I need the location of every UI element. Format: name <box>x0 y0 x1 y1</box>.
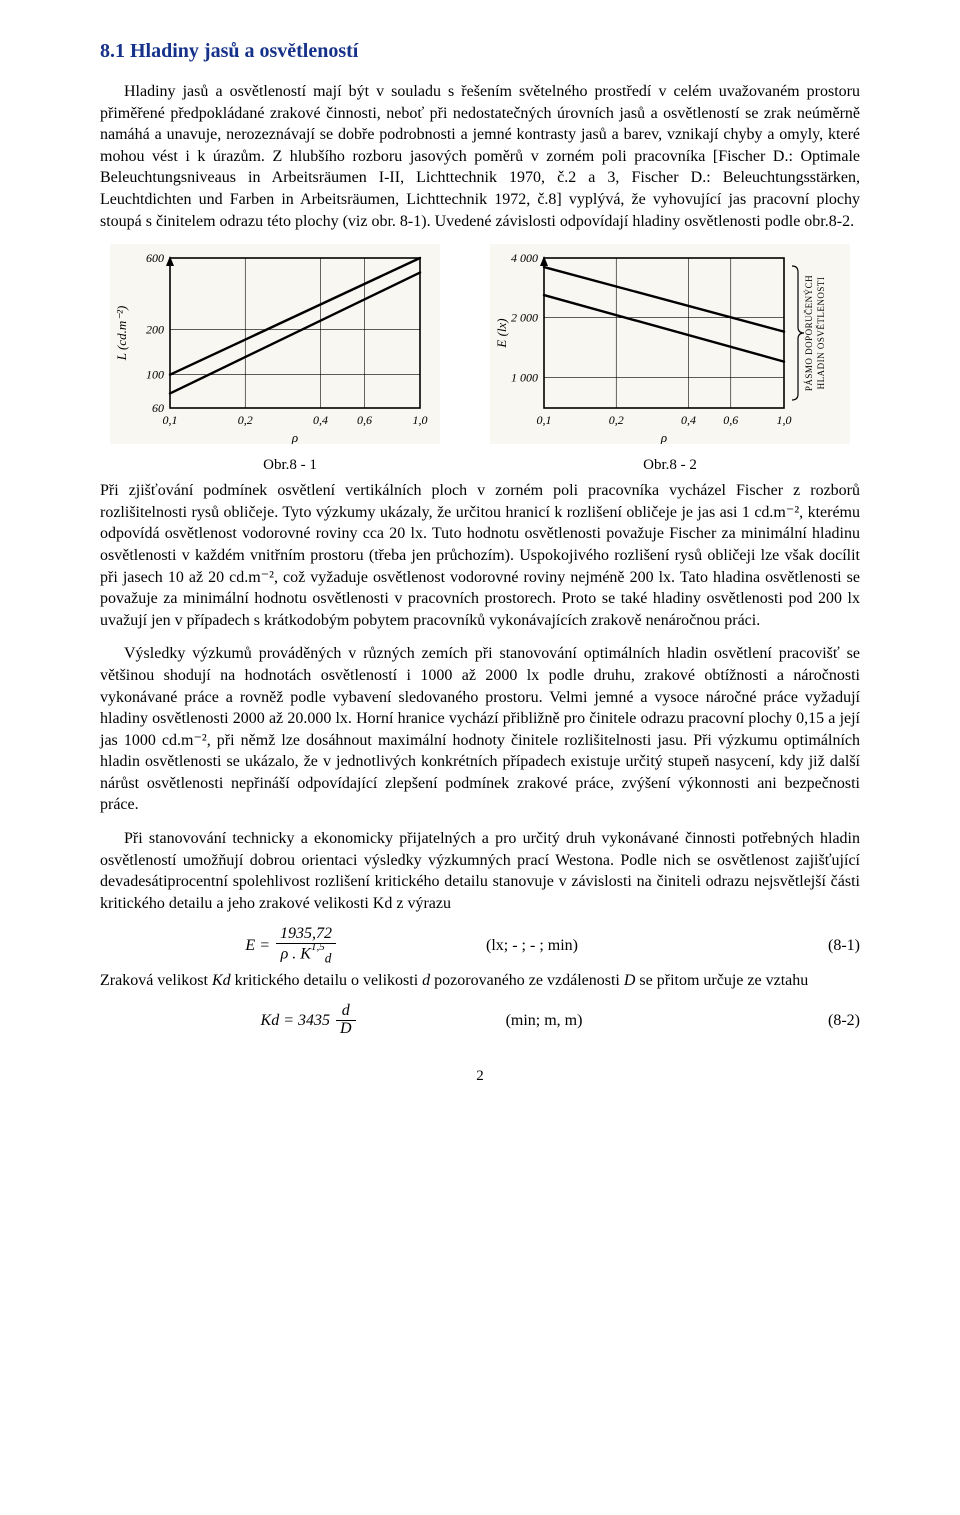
figure-1: 0,1 0,2 0,4 0,6 1,0 60 100 200 600 L (cd.m⁻²) ρ <box>110 244 440 449</box>
eq1-rhs: 1935,72 ρ . K1,5d <box>276 926 336 965</box>
svg-text:0,2: 0,2 <box>609 413 624 427</box>
eq2-number: (8-2) <box>800 1012 860 1030</box>
eq2-denominator: D <box>336 1021 356 1038</box>
section-title: 8.1 Hladiny jasů a osvětleností <box>100 40 860 63</box>
p5-c: kritického detailu o velikosti <box>231 972 423 989</box>
paragraph-2: Při zjišťování podmínek osvětlení vertik… <box>100 480 860 631</box>
eq1-denominator: ρ . K1,5d <box>276 944 336 966</box>
chart-2-svg: 0,1 0,2 0,4 0,6 1,0 1 000 2 000 4 000 E (lx) ρ PÁS… <box>490 244 850 444</box>
eq2-rhs: d D <box>336 1003 356 1038</box>
p5-d: d <box>422 972 430 989</box>
eq2-lhs: Kd = 3435 <box>100 1012 336 1030</box>
svg-text:600: 600 <box>146 251 164 265</box>
p5-g: se přitom určuje ze vztahu <box>635 972 808 989</box>
figure-2: 0,1 0,2 0,4 0,6 1,0 1 000 2 000 4 000 E (lx) ρ PÁS… <box>490 244 850 449</box>
equation-8-1: E = 1935,72 ρ . K1,5d (lx; - ; - ; min) … <box>100 926 860 965</box>
svg-text:L (cd.m⁻²): L (cd.m⁻²) <box>114 306 129 362</box>
eq1-den-base: ρ . K <box>281 946 311 963</box>
svg-text:0,1: 0,1 <box>163 413 178 427</box>
figure-captions: Obr.8 - 1 Obr.8 - 2 <box>100 457 860 474</box>
svg-text:0,4: 0,4 <box>681 413 696 427</box>
figures-row: 0,1 0,2 0,4 0,6 1,0 60 100 200 600 L (cd.m⁻²) ρ 0,… <box>100 244 860 449</box>
p5-a: Zraková velikost <box>100 972 212 989</box>
figure-2-caption: Obr.8 - 2 <box>480 457 860 474</box>
chart-1-svg: 0,1 0,2 0,4 0,6 1,0 60 100 200 600 L (cd.m⁻²) ρ <box>110 244 440 444</box>
eq2-units: (min; m, m) <box>356 1012 800 1030</box>
svg-text:1 000: 1 000 <box>511 370 538 384</box>
eq1-units: (lx; - ; - ; min) <box>336 937 800 955</box>
svg-text:200: 200 <box>146 323 164 337</box>
svg-text:E (lx): E (lx) <box>494 319 509 349</box>
equation-8-2: Kd = 3435 d D (min; m, m) (8-2) <box>100 1003 860 1038</box>
svg-text:PÁSMO DOPORUČENÝCH: PÁSMO DOPORUČENÝCH <box>804 275 814 391</box>
eq1-lhs: E = <box>100 937 276 955</box>
svg-text:0,2: 0,2 <box>238 413 253 427</box>
eq1-numerator: 1935,72 <box>276 926 336 944</box>
p5-e: pozorovaného ze vzdálenosti <box>430 972 624 989</box>
svg-text:1,0: 1,0 <box>777 413 792 427</box>
figure-1-caption: Obr.8 - 1 <box>100 457 480 474</box>
page: 8.1 Hladiny jasů a osvětleností Hladiny … <box>50 0 910 1115</box>
page-number: 2 <box>100 1068 860 1085</box>
eq2-numerator: d <box>336 1003 356 1021</box>
svg-text:4 000: 4 000 <box>511 251 538 265</box>
eq1-number: (8-1) <box>800 937 860 955</box>
svg-text:ρ: ρ <box>660 430 667 444</box>
paragraph-5: Zraková velikost Kd kritického detailu o… <box>100 970 860 992</box>
paragraph-4: Při stanovování technicky a ekonomicky p… <box>100 828 860 914</box>
p5-b: Kd <box>212 972 231 989</box>
svg-text:0,1: 0,1 <box>537 413 552 427</box>
svg-text:100: 100 <box>146 368 164 382</box>
paragraph-3: Výsledky výzkumů prováděných v různých z… <box>100 643 860 816</box>
svg-text:0,4: 0,4 <box>313 413 328 427</box>
eq1-den-sub: d <box>325 951 332 966</box>
svg-text:0,6: 0,6 <box>723 413 738 427</box>
eq1-den-exp: 1,5 <box>311 941 325 953</box>
svg-text:0,6: 0,6 <box>357 413 372 427</box>
svg-text:60: 60 <box>152 401 164 415</box>
paragraph-1: Hladiny jasů a osvětleností mají být v s… <box>100 81 860 232</box>
svg-text:ρ: ρ <box>291 430 298 444</box>
svg-text:2 000: 2 000 <box>511 311 538 325</box>
svg-text:1,0: 1,0 <box>413 413 428 427</box>
svg-text:HLADIN OSVĚTLENOSTI: HLADIN OSVĚTLENOSTI <box>816 277 826 390</box>
p5-f: D <box>624 972 636 989</box>
